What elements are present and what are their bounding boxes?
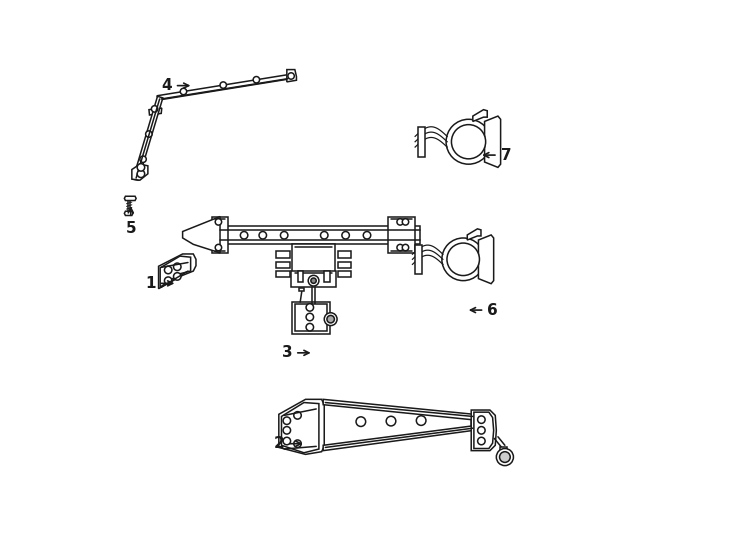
Polygon shape xyxy=(220,226,421,244)
Polygon shape xyxy=(287,70,297,82)
Circle shape xyxy=(294,411,301,419)
Polygon shape xyxy=(473,110,487,122)
Circle shape xyxy=(137,164,145,171)
Circle shape xyxy=(324,313,337,326)
Polygon shape xyxy=(415,245,421,274)
Circle shape xyxy=(283,427,291,434)
Polygon shape xyxy=(276,262,289,268)
Polygon shape xyxy=(124,196,136,200)
Polygon shape xyxy=(276,251,289,258)
Polygon shape xyxy=(297,271,303,282)
Polygon shape xyxy=(279,400,324,454)
Circle shape xyxy=(311,278,316,284)
Circle shape xyxy=(215,244,222,251)
Circle shape xyxy=(151,106,158,112)
Polygon shape xyxy=(323,400,476,451)
Circle shape xyxy=(478,416,485,423)
Circle shape xyxy=(306,323,313,331)
Circle shape xyxy=(327,315,335,323)
Polygon shape xyxy=(149,108,161,115)
Circle shape xyxy=(397,244,404,251)
Circle shape xyxy=(280,232,288,239)
Text: 2: 2 xyxy=(274,436,301,451)
Polygon shape xyxy=(338,271,351,278)
Polygon shape xyxy=(276,271,289,278)
Circle shape xyxy=(478,437,485,445)
Circle shape xyxy=(442,238,484,281)
Circle shape xyxy=(215,219,222,225)
Circle shape xyxy=(306,303,313,311)
Circle shape xyxy=(220,82,227,88)
Circle shape xyxy=(416,416,426,426)
Circle shape xyxy=(342,232,349,239)
Polygon shape xyxy=(292,302,330,334)
Circle shape xyxy=(288,73,294,79)
Circle shape xyxy=(283,437,291,445)
Polygon shape xyxy=(159,254,196,289)
Circle shape xyxy=(500,452,510,462)
Polygon shape xyxy=(281,402,319,453)
Polygon shape xyxy=(183,217,220,253)
Circle shape xyxy=(451,125,486,159)
Polygon shape xyxy=(124,211,133,215)
Circle shape xyxy=(181,88,186,94)
Polygon shape xyxy=(418,127,425,157)
Text: 3: 3 xyxy=(282,346,309,360)
Polygon shape xyxy=(160,256,191,287)
Circle shape xyxy=(496,449,514,465)
Circle shape xyxy=(397,219,404,225)
Polygon shape xyxy=(157,75,291,100)
Circle shape xyxy=(402,219,409,225)
Circle shape xyxy=(356,417,366,427)
Polygon shape xyxy=(338,251,351,258)
Text: 5: 5 xyxy=(126,208,136,236)
Circle shape xyxy=(240,232,248,239)
Circle shape xyxy=(164,266,172,274)
Circle shape xyxy=(137,170,145,178)
Circle shape xyxy=(283,417,291,424)
Polygon shape xyxy=(324,271,330,282)
Circle shape xyxy=(145,131,152,137)
Circle shape xyxy=(363,232,371,239)
Circle shape xyxy=(173,263,181,271)
Circle shape xyxy=(321,232,328,239)
Text: 1: 1 xyxy=(145,276,172,291)
Polygon shape xyxy=(292,244,335,275)
Polygon shape xyxy=(479,235,494,284)
Polygon shape xyxy=(338,262,351,268)
Circle shape xyxy=(294,440,301,448)
Circle shape xyxy=(164,277,172,285)
Polygon shape xyxy=(468,229,481,240)
Circle shape xyxy=(306,313,313,321)
Polygon shape xyxy=(133,96,163,180)
Circle shape xyxy=(253,77,260,83)
Polygon shape xyxy=(471,410,496,451)
Circle shape xyxy=(402,244,409,251)
Circle shape xyxy=(447,243,479,275)
Text: 6: 6 xyxy=(470,302,498,318)
Polygon shape xyxy=(474,412,494,449)
Circle shape xyxy=(446,119,491,164)
Circle shape xyxy=(259,232,266,239)
Polygon shape xyxy=(299,288,305,292)
Text: 7: 7 xyxy=(484,147,512,163)
Polygon shape xyxy=(295,304,327,332)
Circle shape xyxy=(308,275,319,286)
Circle shape xyxy=(140,156,146,163)
Circle shape xyxy=(386,416,396,426)
Circle shape xyxy=(173,273,181,280)
Polygon shape xyxy=(484,116,501,167)
Polygon shape xyxy=(388,217,415,253)
Circle shape xyxy=(478,427,485,434)
Polygon shape xyxy=(132,164,148,180)
Polygon shape xyxy=(291,271,336,287)
Polygon shape xyxy=(500,448,507,453)
Polygon shape xyxy=(212,217,228,253)
Text: 4: 4 xyxy=(161,78,189,93)
